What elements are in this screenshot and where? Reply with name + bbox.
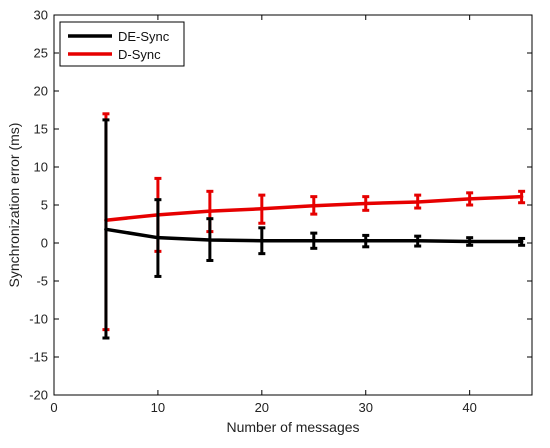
y-tick-label: -20 [29,388,48,403]
y-tick-label: 25 [34,46,48,61]
x-tick-label: 30 [359,400,373,415]
y-tick-label: 30 [34,8,48,23]
chart-axes: 0 10 20 30 40 -20 -15 -10 -5 0 5 10 15 20 25 30 [29,8,532,415]
y-tick-label: -5 [36,274,48,289]
x-tick-label: 10 [151,400,165,415]
legend-label: DE-Sync [118,29,170,44]
y-tick-label: 20 [34,84,48,99]
y-tick-label: 15 [34,122,48,137]
x-tick-label: 40 [462,400,476,415]
y-tick-label: 10 [34,160,48,175]
series-de-sync [102,118,526,340]
x-tick-label: 20 [255,400,269,415]
chart-marks [102,112,526,340]
y-tick-label: -10 [29,312,48,327]
legend-box [59,21,185,67]
x-axis-title: Number of messages [226,419,359,435]
plot-frame [53,14,533,396]
plot-area [54,15,532,395]
legend: DE-Sync D-Sync [59,21,185,67]
y-tick-label: -15 [29,350,48,365]
y-tick-label: 5 [41,198,48,213]
y-axis-title: Synchronization error (ms) [6,123,22,288]
legend-label: D-Sync [118,47,161,62]
y-tick-label: 0 [41,236,48,251]
x-tick-label: 0 [50,400,57,415]
